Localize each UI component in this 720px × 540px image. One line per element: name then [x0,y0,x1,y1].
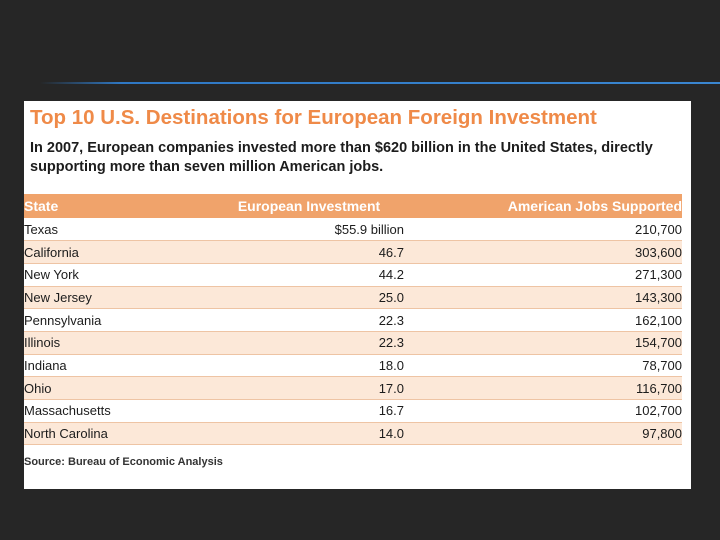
cell-investment: $55.9 billion [214,218,404,242]
slide-accent-line [40,82,720,84]
header-jobs: American Jobs Supported [507,198,682,214]
cell-investment: 16.7 [214,399,404,423]
cell-jobs: 303,600 [404,240,682,264]
cell-jobs: 271,300 [404,263,682,287]
cell-state: New York [24,263,214,287]
source-note: Source: Bureau of Economic Analysis [24,456,223,468]
cell-investment: 25.0 [214,286,404,310]
table-row: Ohio 17.0 116,700 [24,376,682,400]
cell-state: Texas [24,218,214,242]
investment-table: State European Investment American Jobs … [24,194,682,446]
header-investment: European Investment [237,198,381,214]
cell-jobs: 116,700 [404,376,682,400]
table-row: Pennsylvania 22.3 162,100 [24,308,682,332]
cell-state: Pennsylvania [24,308,214,332]
cell-state: Massachusetts [24,399,214,423]
table-row: Illinois 22.3 154,700 [24,331,682,355]
investment-table-image: Top 10 U.S. Destinations for European Fo… [24,101,691,489]
document-subtitle: In 2007, European companies invested mor… [30,140,653,175]
cell-investment: 46.7 [214,240,404,264]
cell-investment: 18.0 [214,354,404,378]
cell-investment: 17.0 [214,376,404,400]
cell-jobs: 102,700 [404,399,682,423]
cell-investment: 14.0 [214,422,404,446]
cell-jobs: 97,800 [404,422,682,446]
table-row: New York 44.2 271,300 [24,263,682,287]
header-state: State [24,198,59,214]
cell-jobs: 154,700 [404,331,682,355]
cell-investment: 44.2 [214,263,404,287]
cell-jobs: 162,100 [404,308,682,332]
table-row: Texas $55.9 billion 210,700 [24,218,682,242]
cell-jobs: 210,700 [404,218,682,242]
table-row: California 46.7 303,600 [24,240,682,264]
cell-investment: 22.3 [214,331,404,355]
table-row: New Jersey 25.0 143,300 [24,286,682,310]
cell-state: New Jersey [24,286,214,310]
table-row: Massachusetts 16.7 102,700 [24,399,682,423]
table-row: Indiana 18.0 78,700 [24,354,682,378]
cell-state: Indiana [24,354,214,378]
table-header-row: State European Investment American Jobs … [24,194,682,218]
cell-investment: 22.3 [214,308,404,332]
cell-state: Illinois [24,331,214,355]
cell-jobs: 78,700 [404,354,682,378]
cell-state: North Carolina [24,422,214,446]
cell-jobs: 143,300 [404,286,682,310]
table-row: North Carolina 14.0 97,800 [24,422,682,446]
cell-state: Ohio [24,376,214,400]
document-title: Top 10 U.S. Destinations for European Fo… [30,106,597,129]
cell-state: California [24,240,214,264]
